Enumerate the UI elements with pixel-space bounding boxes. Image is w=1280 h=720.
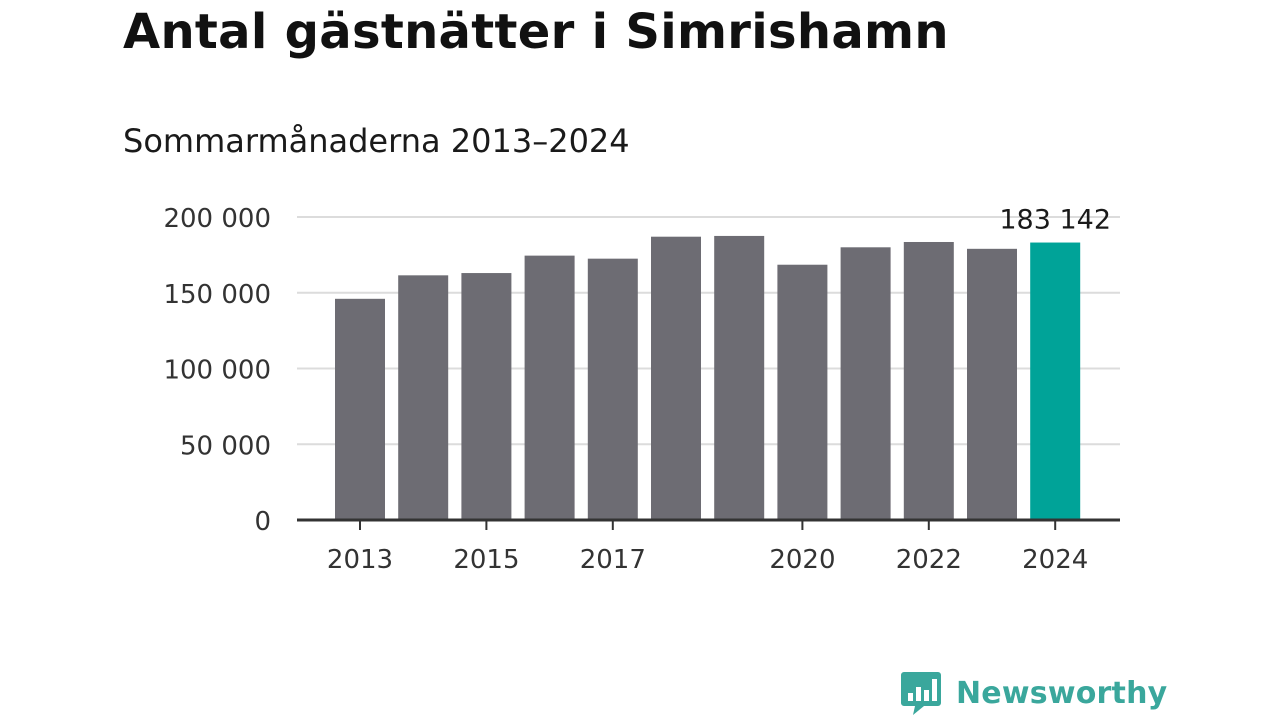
y-axis-ticks: 0 50 000 100 000 150 000 200 000: [163, 204, 271, 537]
newsworthy-logo-icon: [901, 672, 941, 715]
brand-footer: Newsworthy: [900, 668, 1167, 718]
x-tick-label: 2022: [896, 545, 962, 575]
bar-2024: [1030, 242, 1081, 521]
bar-2022: [903, 241, 954, 520]
x-tick-label: 2013: [327, 545, 393, 575]
bar-2016: [524, 255, 575, 520]
bar-2021: [840, 247, 891, 521]
y-tick-label: 150 000: [163, 280, 271, 310]
y-tick-label: 100 000: [163, 356, 271, 386]
x-tick-label: 2015: [453, 545, 519, 575]
x-tick-label: 2024: [1022, 545, 1088, 575]
bar-2019: [714, 235, 765, 520]
bar-2017: [587, 258, 638, 520]
y-tick-label: 50 000: [180, 431, 271, 461]
y-tick-label: 200 000: [163, 204, 271, 234]
bar-2015: [461, 273, 512, 520]
bar-2018: [651, 236, 701, 520]
bar-2013: [335, 298, 385, 520]
bar-2020: [777, 264, 828, 520]
y-tick-label: 0: [254, 507, 271, 537]
x-axis-ticks: 2013 2015 2017 2020 2022 2024: [327, 520, 1088, 575]
brand-name: Newsworthy: [956, 675, 1168, 711]
bar-2014: [398, 275, 449, 520]
data-label-2024: 183 142: [999, 205, 1111, 236]
data-labels: 183 142: [999, 205, 1111, 236]
chart-title: Antal gästnätter i Simrishamn: [123, 4, 949, 60]
x-tick-label: 2017: [580, 545, 646, 575]
bar-2023: [967, 248, 1017, 520]
bars: [335, 235, 1081, 521]
x-tick-label: 2020: [769, 545, 835, 575]
chart-subtitle: Sommarmånaderna 2013–2024: [123, 122, 630, 160]
